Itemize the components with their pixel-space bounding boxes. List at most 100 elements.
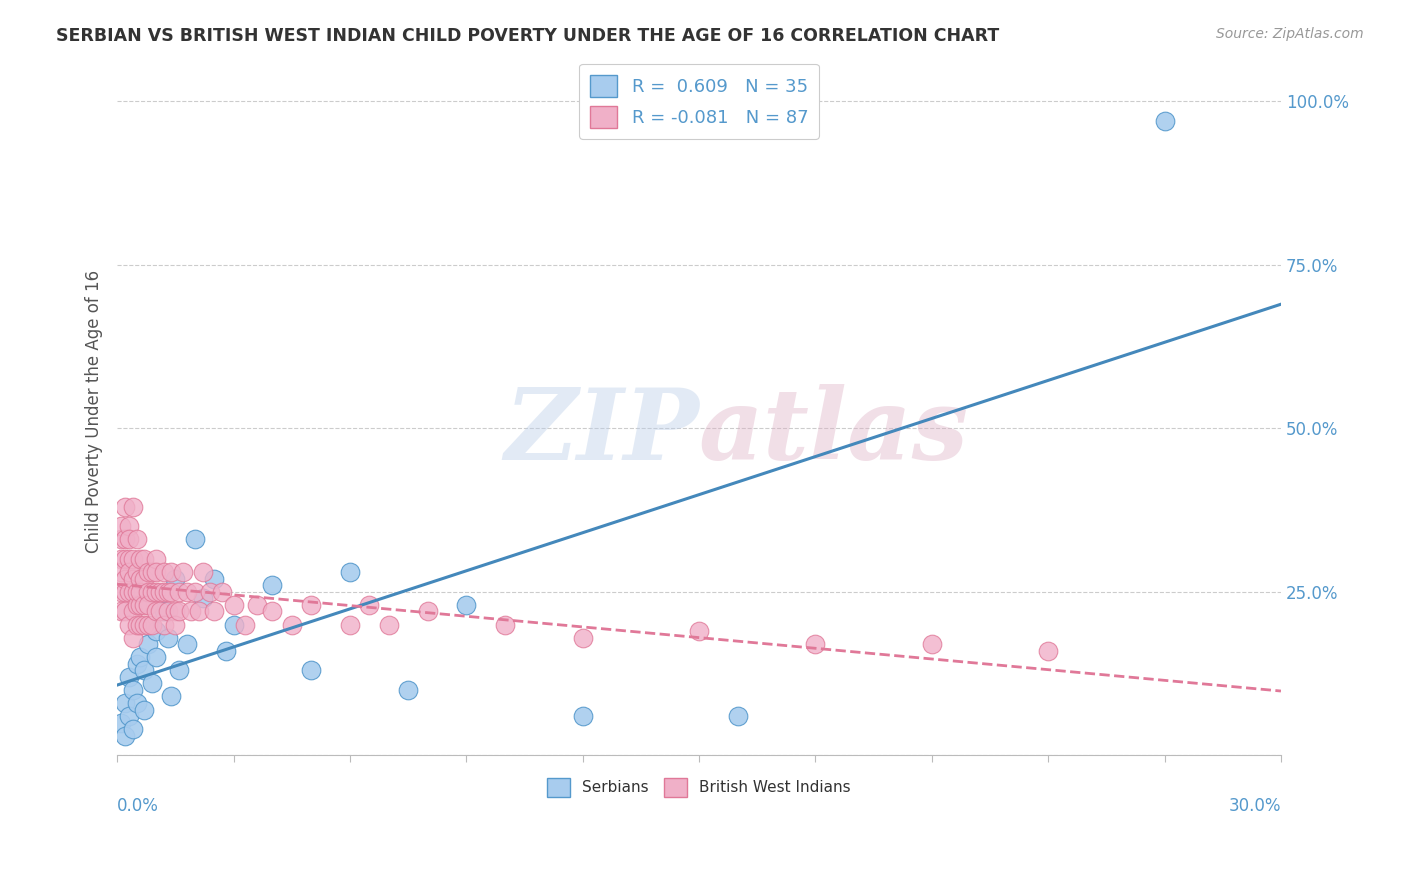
Point — [145, 650, 167, 665]
Point — [149, 604, 172, 618]
Point — [160, 565, 183, 579]
Point — [134, 552, 156, 566]
Point — [152, 617, 174, 632]
Point — [184, 584, 207, 599]
Point — [152, 565, 174, 579]
Point — [134, 617, 156, 632]
Point — [141, 676, 163, 690]
Point — [165, 604, 187, 618]
Point — [145, 624, 167, 638]
Point — [191, 565, 214, 579]
Point — [396, 682, 419, 697]
Point — [118, 519, 141, 533]
Point — [149, 584, 172, 599]
Point — [141, 584, 163, 599]
Point — [118, 533, 141, 547]
Point — [136, 565, 159, 579]
Point — [121, 584, 143, 599]
Text: ZIP: ZIP — [505, 384, 699, 481]
Text: SERBIAN VS BRITISH WEST INDIAN CHILD POVERTY UNDER THE AGE OF 16 CORRELATION CHA: SERBIAN VS BRITISH WEST INDIAN CHILD POV… — [56, 27, 1000, 45]
Point — [118, 670, 141, 684]
Point — [134, 572, 156, 586]
Point — [129, 650, 152, 665]
Point — [114, 696, 136, 710]
Point — [246, 598, 269, 612]
Point — [118, 617, 141, 632]
Point — [176, 584, 198, 599]
Point — [114, 533, 136, 547]
Text: atlas: atlas — [699, 384, 969, 481]
Point — [110, 519, 132, 533]
Point — [114, 729, 136, 743]
Point — [299, 663, 322, 677]
Point — [456, 598, 478, 612]
Point — [125, 617, 148, 632]
Point — [136, 584, 159, 599]
Point — [299, 598, 322, 612]
Point — [145, 584, 167, 599]
Point — [125, 565, 148, 579]
Point — [1153, 113, 1175, 128]
Point — [377, 617, 399, 632]
Point — [129, 617, 152, 632]
Point — [141, 617, 163, 632]
Point — [339, 617, 361, 632]
Point — [359, 598, 381, 612]
Point — [167, 584, 190, 599]
Point — [211, 584, 233, 599]
Point — [136, 637, 159, 651]
Point — [141, 565, 163, 579]
Point — [152, 584, 174, 599]
Point — [134, 598, 156, 612]
Point — [136, 598, 159, 612]
Point — [125, 533, 148, 547]
Point — [152, 604, 174, 618]
Point — [727, 709, 749, 723]
Point — [233, 617, 256, 632]
Point — [136, 617, 159, 632]
Point — [121, 552, 143, 566]
Point — [222, 598, 245, 612]
Point — [110, 552, 132, 566]
Point — [184, 533, 207, 547]
Point — [156, 631, 179, 645]
Point — [202, 604, 225, 618]
Point — [129, 584, 152, 599]
Legend: Serbians, British West Indians: Serbians, British West Indians — [541, 772, 858, 803]
Point — [160, 584, 183, 599]
Point — [118, 565, 141, 579]
Point — [187, 604, 209, 618]
Point — [121, 682, 143, 697]
Point — [110, 565, 132, 579]
Point — [921, 637, 943, 651]
Point — [180, 604, 202, 618]
Point — [688, 624, 710, 638]
Point — [339, 565, 361, 579]
Y-axis label: Child Poverty Under the Age of 16: Child Poverty Under the Age of 16 — [86, 270, 103, 554]
Point — [416, 604, 439, 618]
Point — [165, 572, 187, 586]
Point — [125, 696, 148, 710]
Point — [156, 604, 179, 618]
Point — [114, 604, 136, 618]
Point — [118, 709, 141, 723]
Point — [172, 565, 194, 579]
Point — [160, 690, 183, 704]
Point — [145, 552, 167, 566]
Point — [129, 572, 152, 586]
Point — [262, 604, 284, 618]
Point — [114, 500, 136, 514]
Point — [121, 500, 143, 514]
Point — [134, 663, 156, 677]
Point — [494, 617, 516, 632]
Point — [121, 572, 143, 586]
Point — [281, 617, 304, 632]
Point — [125, 657, 148, 671]
Point — [200, 584, 222, 599]
Point — [134, 702, 156, 716]
Point — [129, 552, 152, 566]
Point — [156, 584, 179, 599]
Text: 0.0%: 0.0% — [117, 797, 159, 814]
Point — [118, 552, 141, 566]
Point — [118, 584, 141, 599]
